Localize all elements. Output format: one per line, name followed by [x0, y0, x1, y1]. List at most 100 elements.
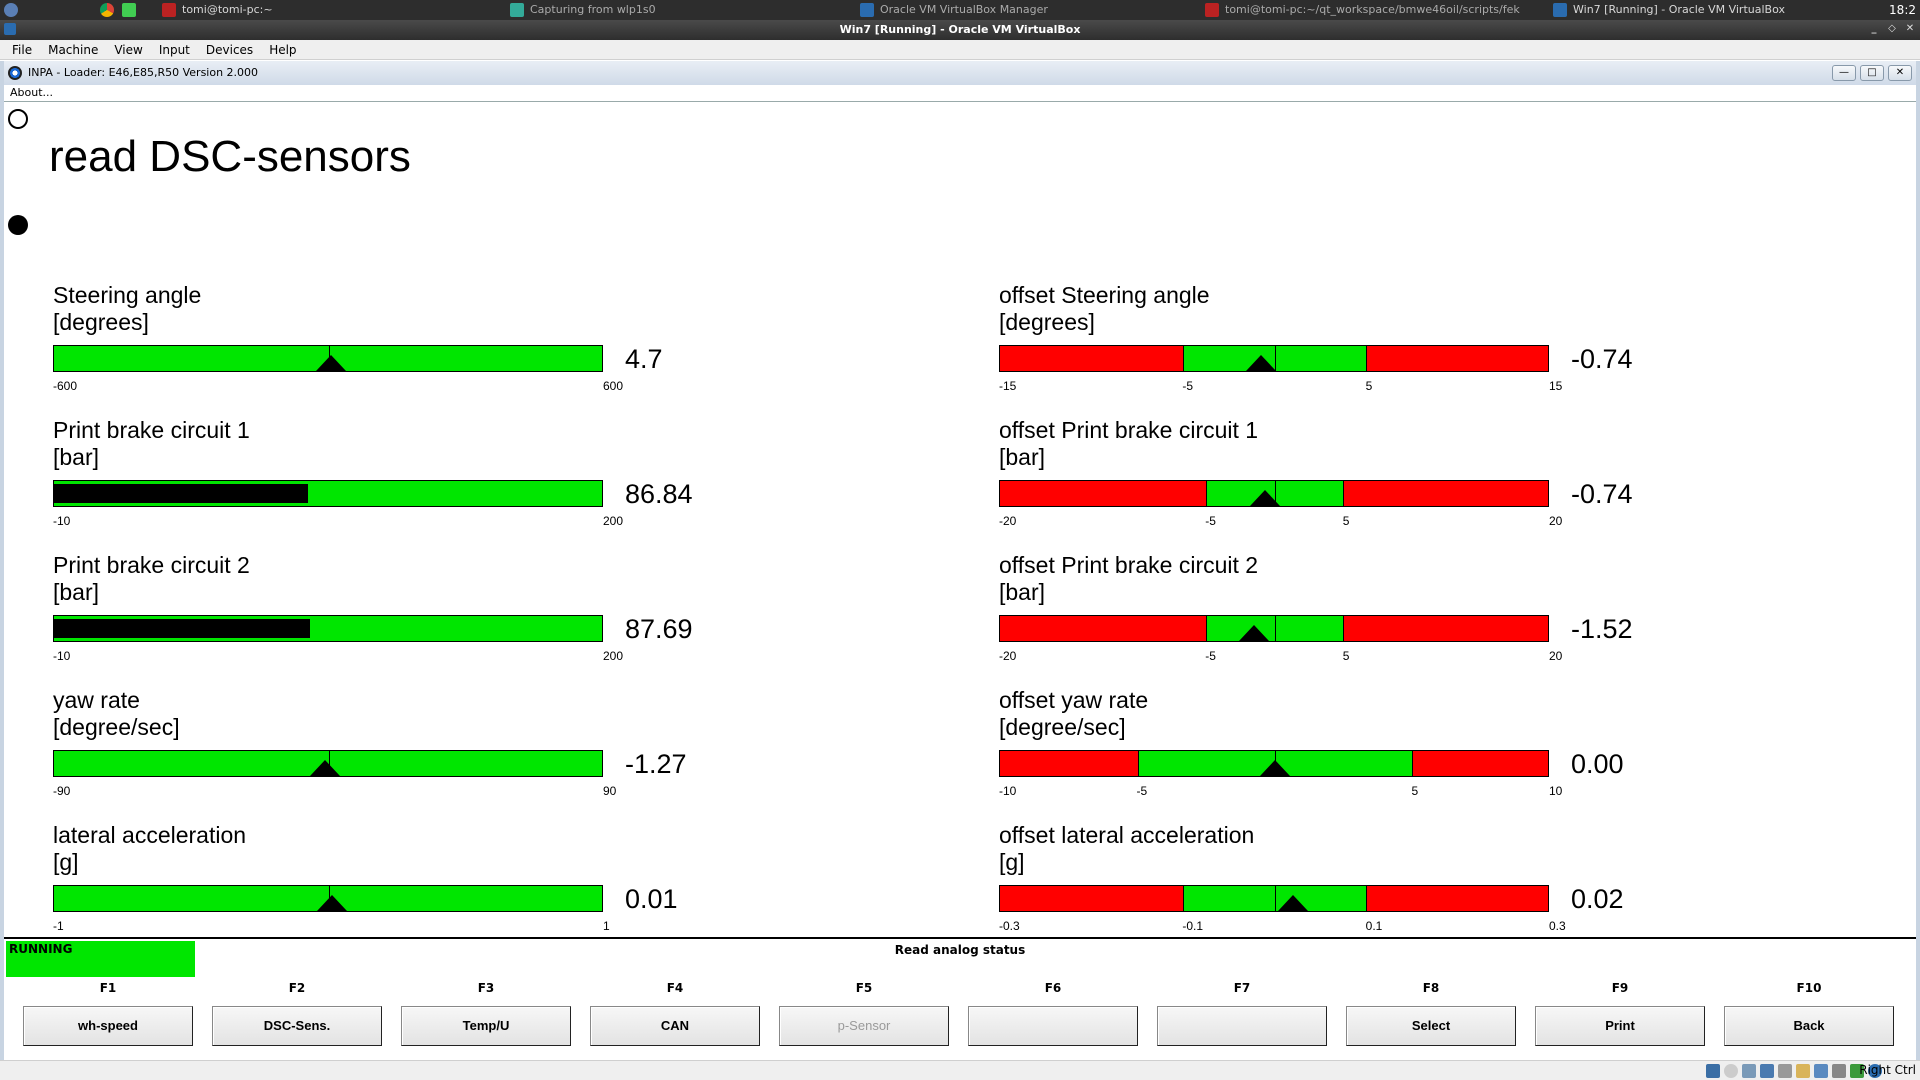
- about-menu[interactable]: About...: [10, 86, 54, 99]
- gauge: Steering angle [degrees] 4.7 -600 600: [53, 282, 753, 417]
- menu-view[interactable]: View: [114, 43, 143, 57]
- gauge-pointer-icon: [316, 355, 347, 371]
- inpa-maximize-button[interactable]: □: [1860, 65, 1884, 81]
- gauge-bar: [53, 480, 603, 507]
- offset-gauge: offset Print brake circuit 1 [bar] -0.74 -2…: [999, 417, 1699, 552]
- chrome-icon[interactable]: [100, 3, 114, 17]
- gauge-max-label: 600: [603, 379, 624, 393]
- gauge-label: Print brake circuit 2: [53, 552, 250, 578]
- gauge-pointer-icon: [1246, 355, 1277, 371]
- fkey-button-f5[interactable]: p-Sensor: [779, 1006, 949, 1046]
- gauge-unit: [bar]: [999, 444, 1046, 470]
- vbox-statusbar: Right Ctrl: [0, 1060, 1920, 1080]
- usb-icon[interactable]: [1778, 1064, 1792, 1078]
- fkey-button-f9[interactable]: Print: [1535, 1006, 1705, 1046]
- fkey-button-f4[interactable]: CAN: [590, 1006, 760, 1046]
- gauge-value: 4.7: [625, 344, 663, 374]
- host-key-label: Right Ctrl: [1859, 1063, 1916, 1077]
- gauge-unit: [bar]: [53, 444, 100, 470]
- host-taskbar: tomi@tomi-pc:~ Capturing from wlp1s0 Ora…: [0, 0, 1920, 20]
- minimize-icon[interactable]: _: [1871, 23, 1877, 34]
- taskbar-item-vbox-win7[interactable]: Win7 [Running] - Oracle VM VirtualBox: [1553, 0, 1853, 20]
- fkey-button-f3[interactable]: Temp/U: [401, 1006, 571, 1046]
- cpu-icon[interactable]: [1850, 1064, 1864, 1078]
- gauge-pointer-icon: [1239, 625, 1270, 641]
- fkey-label: F3: [477, 981, 495, 995]
- taskbar-item-terminal[interactable]: tomi@tomi-pc:~: [162, 0, 462, 20]
- offset-gauge: offset yaw rate [degree/sec] 0.00 -10 -5 5 10: [999, 687, 1699, 822]
- status-circle-empty: [8, 109, 28, 129]
- gauge-min-label: -600: [53, 379, 78, 393]
- close-icon[interactable]: ✕: [1905, 23, 1915, 34]
- gauge-bar: [999, 615, 1549, 642]
- gauge-label: Steering angle: [53, 282, 202, 308]
- gauge-value: 0.02: [1571, 884, 1624, 914]
- inpa-close-button[interactable]: ✕: [1888, 65, 1912, 81]
- recording-icon[interactable]: [1832, 1064, 1846, 1078]
- wireshark-icon: [510, 3, 524, 17]
- network-icon[interactable]: [1760, 1064, 1774, 1078]
- gauge-lo-label: -0.1: [1182, 919, 1204, 933]
- gauge: yaw rate [degree/sec] -1.27 -90 90: [53, 687, 753, 822]
- running-indicator: RUNNING: [6, 941, 195, 977]
- taskbar-item-terminal-2[interactable]: tomi@tomi-pc:~/qt_workspace/bmwe46oil/sc…: [1205, 0, 1535, 20]
- fkey-button-f10[interactable]: Back: [1724, 1006, 1894, 1046]
- menu-input[interactable]: Input: [158, 43, 190, 57]
- menu-devices[interactable]: Devices: [205, 43, 254, 57]
- fkey-button-f8[interactable]: Select: [1346, 1006, 1516, 1046]
- gauge-pointer-icon: [1278, 895, 1309, 911]
- gauge-label: lateral acceleration: [53, 822, 247, 848]
- menu-separator: [4, 101, 1916, 102]
- menu-file[interactable]: File: [12, 43, 33, 57]
- inpa-minimize-button[interactable]: —: [1832, 65, 1856, 81]
- gauge-pointer-icon: [316, 895, 347, 911]
- menu-help[interactable]: Help: [269, 43, 297, 57]
- fkey-button-f2[interactable]: DSC-Sens.: [212, 1006, 382, 1046]
- gauge-hi-label: 5: [1342, 649, 1350, 663]
- mouse-integration-icon[interactable]: [1868, 1064, 1882, 1078]
- vbox-window-title: Win7 [Running] - Oracle VM VirtualBox: [839, 23, 1081, 36]
- gauge-unit: [bar]: [999, 579, 1046, 605]
- bmw-logo-icon: [8, 66, 22, 80]
- maximize-icon[interactable]: ◇: [1888, 23, 1896, 34]
- vbox-menubar: File Machine View Input Devices Help: [0, 40, 1920, 60]
- menu-machine[interactable]: Machine: [48, 43, 99, 57]
- gauge-label: offset lateral acceleration: [999, 822, 1255, 848]
- audio-icon[interactable]: [1742, 1064, 1756, 1078]
- sensor-panel: read DSC-sensors Steering angle [degrees]…: [4, 102, 1916, 938]
- gauge-value: -0.74: [1571, 479, 1633, 509]
- vbox-titlebar: Win7 [Running] - Oracle VM VirtualBox _ …: [0, 20, 1920, 40]
- gauge-lo-label: -5: [1182, 379, 1193, 393]
- gauge-max-label: 20: [1549, 514, 1563, 528]
- gauge-unit: [bar]: [53, 579, 100, 605]
- app-menu-icon[interactable]: [4, 3, 18, 17]
- optical-drive-icon[interactable]: [1724, 1064, 1738, 1078]
- vbox-window-icon[interactable]: [4, 23, 16, 35]
- gauge-pointer-icon: [310, 760, 341, 776]
- gauge-center-line: [1275, 616, 1276, 641]
- gauge-unit: [degree/sec]: [999, 714, 1126, 740]
- taskbar-item-wireshark[interactable]: Capturing from wlp1s0: [510, 0, 840, 20]
- gauge-hi-label: 5: [1365, 379, 1373, 393]
- qt-creator-icon[interactable]: [122, 3, 136, 17]
- inpa-window-title: INPA - Loader: E46,E85,R50 Version 2.000: [28, 66, 259, 79]
- gauge-max-label: 20: [1549, 649, 1563, 663]
- gauge-bar: [53, 750, 603, 777]
- fkey-button-f1[interactable]: wh-speed: [23, 1006, 193, 1046]
- taskbar-item-vbox-manager[interactable]: Oracle VM VirtualBox Manager: [860, 0, 1190, 20]
- fkey-label: F7: [1233, 981, 1251, 995]
- gauge-lo-label: -5: [1205, 649, 1216, 663]
- fkey-label: F10: [1796, 981, 1822, 995]
- gauge-pointer-icon: [1249, 490, 1280, 506]
- offset-gauge: offset lateral acceleration [g] 0.02 -0.3 -0…: [999, 822, 1699, 957]
- hdd-icon[interactable]: [1706, 1064, 1720, 1078]
- shared-folders-icon[interactable]: [1796, 1064, 1810, 1078]
- fkey-button-f6[interactable]: [968, 1006, 1138, 1046]
- inpa-titlebar: INPA - Loader: E46,E85,R50 Version 2.000…: [4, 61, 1916, 85]
- virtualbox-icon: [860, 3, 874, 17]
- gauge-ok-zone: [1183, 886, 1367, 911]
- fkey-button-f7[interactable]: [1157, 1006, 1327, 1046]
- gauge-bar: [999, 345, 1549, 372]
- display-icon[interactable]: [1814, 1064, 1828, 1078]
- status-text: Read analog status: [894, 943, 1026, 957]
